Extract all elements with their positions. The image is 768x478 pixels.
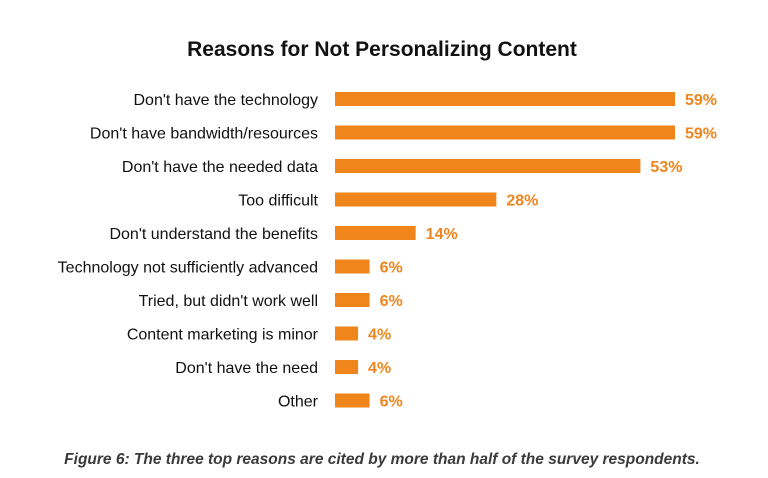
bar [335, 293, 370, 307]
value-label: 59% [685, 126, 717, 143]
value-label: 53% [650, 159, 682, 176]
category-label: Don't have bandwidth/resources [90, 126, 318, 143]
category-label: Other [278, 394, 319, 411]
bar [335, 159, 641, 173]
value-label: 6% [380, 394, 403, 411]
bar [335, 393, 370, 408]
category-label: Content marketing is minor [127, 327, 319, 344]
bar [335, 360, 359, 374]
value-label: 4% [368, 327, 391, 344]
bar [335, 226, 416, 240]
bar [335, 326, 359, 341]
category-label: Don't have the need [175, 360, 318, 377]
bar [335, 259, 370, 274]
value-label: 59% [685, 92, 717, 109]
value-label: 6% [380, 293, 403, 310]
category-label: Don't have the technology [133, 92, 318, 109]
bars-group: Don't have the technology 59% Don't have b… [58, 92, 717, 411]
bar [335, 125, 675, 140]
value-label: 28% [506, 193, 538, 210]
bar [335, 92, 675, 106]
category-label: Tried, but didn't work well [139, 293, 318, 310]
value-label: 4% [368, 360, 391, 377]
category-label: Technology not sufficiently advanced [58, 260, 318, 277]
value-label: 6% [380, 260, 403, 277]
category-label: Don't understand the benefits [109, 226, 318, 243]
category-label: Too difficult [238, 193, 318, 210]
value-label: 14% [426, 226, 458, 243]
bar [335, 192, 497, 207]
chart-title: Reasons for Not Personalizing Content [187, 38, 577, 61]
category-label: Don't have the needed data [122, 159, 318, 176]
figure-caption: Figure 6: The three top reasons are cite… [64, 451, 700, 468]
